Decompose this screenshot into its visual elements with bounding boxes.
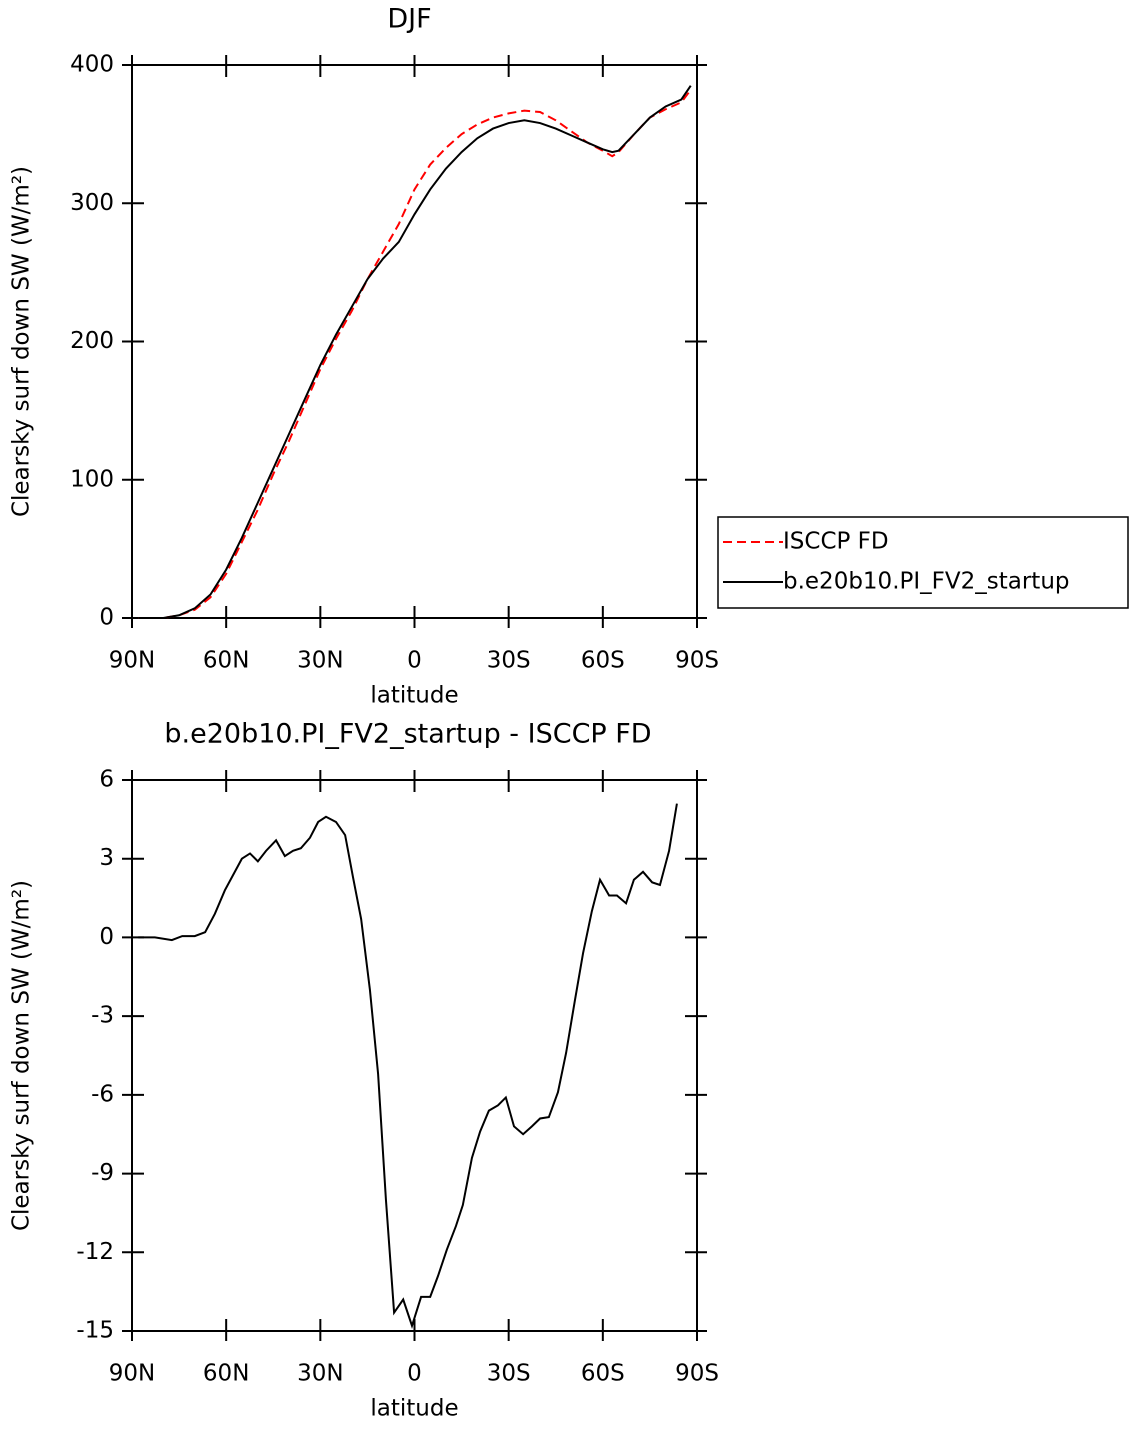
legend-box (717, 516, 1129, 609)
data-line (138, 85, 692, 619)
y-tick-label: -15 (76, 1318, 114, 1344)
x-axis-label: latitude (370, 683, 458, 709)
x-tick-label: 90N (109, 1361, 155, 1387)
y-tick-label: 400 (70, 52, 114, 78)
data-line (138, 89, 692, 619)
data-line (138, 803, 678, 1329)
y-tick-label: 6 (99, 767, 114, 793)
y-tick-label: 100 (70, 466, 114, 492)
x-tick-label: 30S (487, 648, 531, 674)
x-tick-label: 90S (675, 1361, 719, 1387)
legend-label: b.e20b10.PI_FV2_startup (783, 569, 1070, 595)
x-tick-label: 60N (203, 1361, 249, 1387)
x-tick-label: 0 (407, 648, 422, 674)
x-axis-label: latitude (370, 1396, 458, 1422)
y-axis-label: Clearsky surf down SW (W/m²) (9, 166, 35, 517)
x-tick-label: 60S (581, 1361, 625, 1387)
legend-label: ISCCP FD (783, 529, 889, 555)
plot-frame (131, 64, 698, 619)
chart-title: DJF (387, 4, 431, 35)
y-tick-label: 0 (99, 605, 114, 631)
y-tick-label: 3 (99, 845, 114, 871)
x-tick-label: 0 (407, 1361, 422, 1387)
y-tick-label: 0 (99, 924, 114, 950)
x-tick-label: 90N (109, 648, 155, 674)
chart-title: b.e20b10.PI_FV2_startup - ISCCP FD (164, 719, 651, 750)
y-tick-label: -6 (91, 1081, 114, 1107)
y-tick-label: -9 (91, 1160, 114, 1186)
x-tick-label: 30N (297, 1361, 343, 1387)
x-tick-label: 60N (203, 648, 249, 674)
x-tick-label: 30S (487, 1361, 531, 1387)
plot-frame (131, 779, 698, 1332)
x-tick-label: 60S (581, 648, 625, 674)
y-tick-label: 200 (70, 328, 114, 354)
y-tick-label: 300 (70, 190, 114, 216)
y-axis-label: Clearsky surf down SW (W/m²) (9, 880, 35, 1231)
x-tick-label: 30N (297, 648, 343, 674)
y-tick-label: -3 (91, 1003, 114, 1029)
y-tick-label: -12 (76, 1239, 114, 1265)
x-tick-label: 90S (675, 648, 719, 674)
